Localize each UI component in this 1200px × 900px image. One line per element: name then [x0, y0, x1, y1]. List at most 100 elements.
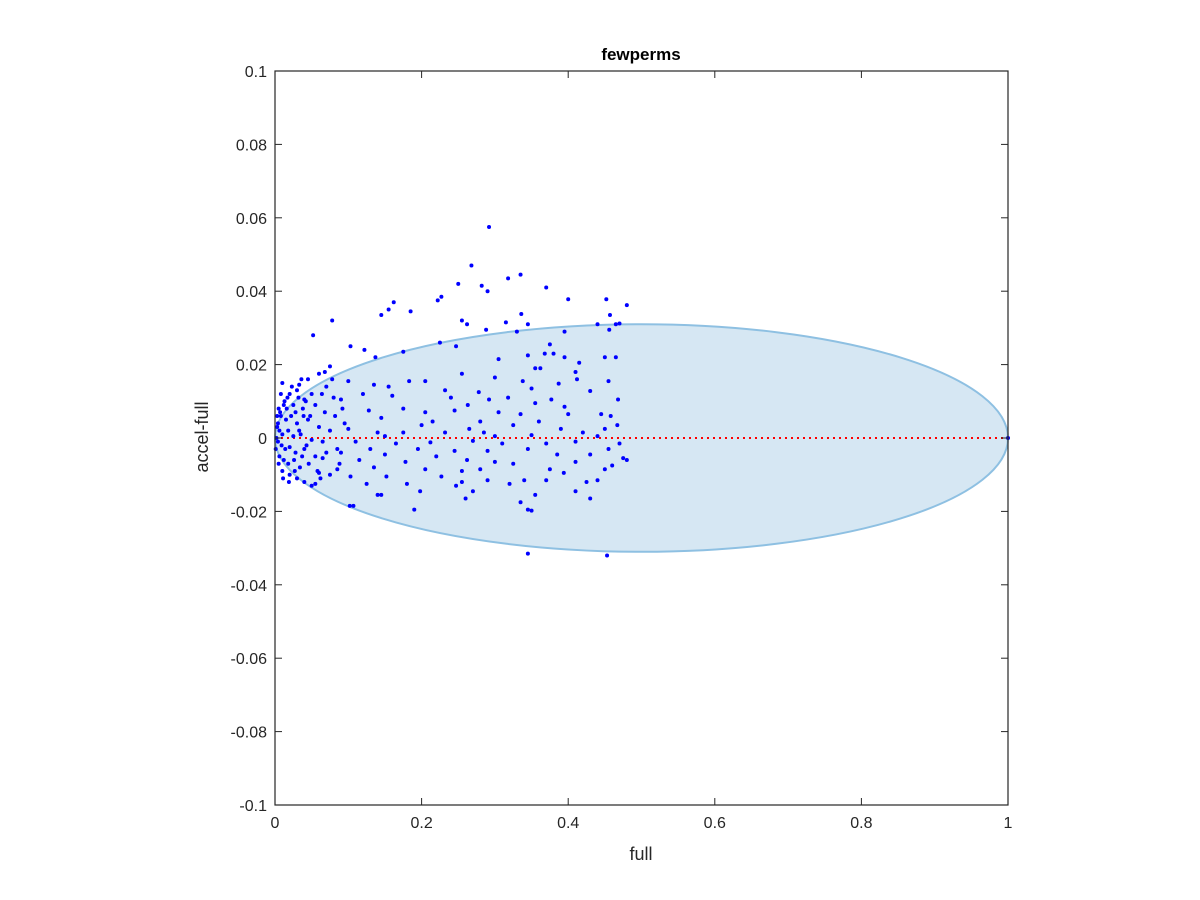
- data-point: [403, 459, 408, 464]
- data-point: [533, 492, 538, 497]
- data-point: [419, 423, 424, 428]
- data-point: [588, 452, 593, 457]
- data-point: [303, 399, 308, 404]
- plot-area: [273, 224, 1010, 558]
- x-tick-label: 0.8: [850, 815, 872, 832]
- data-point: [478, 467, 483, 472]
- data-point: [452, 408, 457, 413]
- data-point: [401, 430, 406, 435]
- data-point: [283, 447, 288, 452]
- data-point: [435, 298, 440, 303]
- data-point: [294, 476, 299, 481]
- data-point: [459, 371, 464, 376]
- data-point: [549, 397, 554, 402]
- data-point: [459, 318, 464, 323]
- data-point: [293, 450, 298, 455]
- data-point: [506, 276, 511, 281]
- data-point: [536, 419, 541, 424]
- data-point: [573, 439, 578, 444]
- data-point: [305, 377, 310, 382]
- data-point: [602, 355, 607, 360]
- data-point: [379, 415, 384, 420]
- data-point: [340, 406, 345, 411]
- data-point: [595, 478, 600, 483]
- data-point: [463, 496, 468, 501]
- data-point: [443, 430, 448, 435]
- data-point: [465, 322, 470, 327]
- data-point: [337, 461, 342, 466]
- data-point: [522, 478, 527, 483]
- data-point: [514, 329, 519, 334]
- data-point: [481, 430, 486, 435]
- data-point: [371, 382, 376, 387]
- data-point: [276, 461, 281, 466]
- data-point: [278, 391, 283, 396]
- data-point: [382, 452, 387, 457]
- data-point: [544, 441, 549, 446]
- data-point: [492, 459, 497, 464]
- data-point: [279, 443, 284, 448]
- data-point: [285, 395, 290, 400]
- data-point: [342, 421, 347, 426]
- data-point: [299, 377, 304, 382]
- data-point: [613, 322, 618, 327]
- data-point: [533, 366, 538, 371]
- data-point: [470, 438, 475, 443]
- data-point: [518, 500, 523, 505]
- data-point: [456, 281, 461, 286]
- data-point: [384, 474, 389, 479]
- data-point: [386, 307, 391, 312]
- data-point: [287, 391, 292, 396]
- data-point: [331, 395, 336, 400]
- data-point: [561, 470, 566, 475]
- data-point: [353, 439, 358, 444]
- data-point: [281, 458, 286, 463]
- y-tick-label: 0.04: [236, 284, 267, 301]
- data-point: [492, 375, 497, 380]
- data-point: [511, 461, 516, 466]
- data-point: [297, 465, 302, 470]
- data-point: [276, 406, 281, 411]
- data-point: [348, 474, 353, 479]
- data-point: [470, 489, 475, 494]
- data-point: [335, 447, 340, 452]
- data-point: [291, 434, 296, 439]
- data-point: [602, 467, 607, 472]
- data-point: [302, 480, 307, 485]
- data-point: [375, 492, 380, 497]
- data-point: [520, 379, 525, 384]
- data-point: [412, 507, 417, 512]
- data-point: [306, 461, 311, 466]
- y-tick-label: -0.08: [231, 725, 268, 742]
- data-point: [503, 320, 508, 325]
- data-point: [322, 369, 327, 374]
- data-point: [297, 428, 302, 433]
- data-point: [309, 483, 314, 488]
- data-point: [318, 476, 323, 481]
- y-tick-label: -0.04: [231, 578, 268, 595]
- data-point: [615, 423, 620, 428]
- y-tick-label: 0.06: [236, 211, 267, 228]
- y-tick-label: 0: [258, 431, 267, 448]
- data-point: [484, 327, 489, 332]
- data-point: [566, 412, 571, 417]
- data-point: [338, 397, 343, 402]
- data-point: [313, 454, 318, 459]
- data-point: [518, 412, 523, 417]
- data-point: [599, 412, 604, 417]
- data-point: [284, 406, 289, 411]
- y-tick-label: 0.08: [236, 137, 267, 154]
- data-point: [309, 391, 314, 396]
- data-point: [607, 327, 612, 332]
- data-point: [308, 413, 313, 418]
- data-point: [315, 469, 320, 474]
- data-point: [595, 322, 600, 327]
- data-point: [584, 480, 589, 485]
- x-tick-label: 1: [1004, 815, 1013, 832]
- x-tick-label: 0.2: [410, 815, 432, 832]
- data-point: [606, 447, 611, 452]
- data-point: [273, 447, 278, 452]
- data-point: [391, 300, 396, 305]
- data-point: [496, 410, 501, 415]
- data-point: [280, 432, 285, 437]
